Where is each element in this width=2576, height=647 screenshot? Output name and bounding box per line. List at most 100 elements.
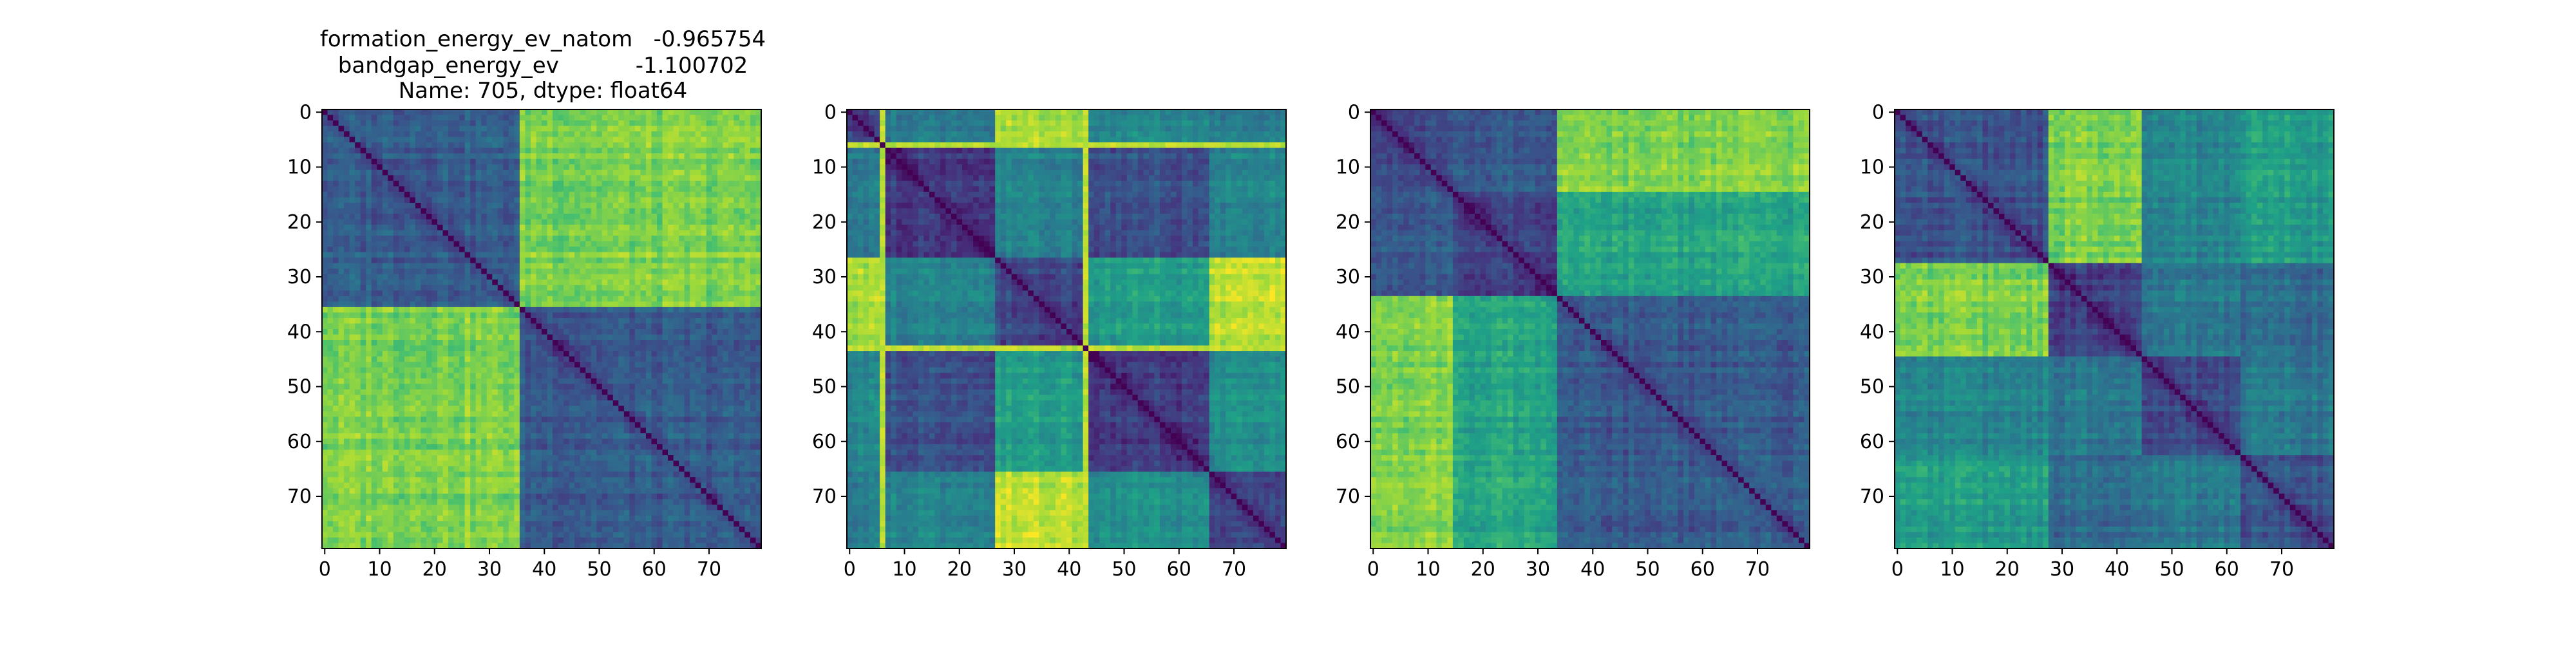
heatmap-cell xyxy=(651,317,658,324)
heatmap-cell xyxy=(580,395,586,401)
heatmap-cell xyxy=(459,230,466,236)
heatmap-cell xyxy=(464,186,471,192)
heatmap-cell xyxy=(475,367,482,373)
heatmap-cell xyxy=(580,126,586,132)
heatmap-cell xyxy=(382,395,388,401)
heatmap-cell xyxy=(431,345,438,352)
heatmap-cell xyxy=(547,406,553,412)
heatmap-cell xyxy=(739,230,746,236)
heatmap-cell xyxy=(712,433,718,440)
heatmap-cell xyxy=(739,191,746,198)
heatmap-cell xyxy=(453,169,460,176)
heatmap-cell xyxy=(640,236,647,242)
heatmap-cell xyxy=(690,126,696,132)
heatmap-cell xyxy=(607,142,614,149)
heatmap-cell xyxy=(679,225,685,231)
heatmap-cell xyxy=(734,115,740,121)
heatmap-cell xyxy=(723,373,729,379)
heatmap-cell xyxy=(388,219,394,225)
heatmap-cell xyxy=(426,219,433,225)
heatmap-cell xyxy=(486,169,493,176)
heatmap-cell xyxy=(393,384,399,390)
heatmap-cell xyxy=(750,274,757,280)
heatmap-cell xyxy=(690,362,696,368)
heatmap-cell xyxy=(607,384,614,390)
heatmap-cell xyxy=(612,186,619,192)
heatmap-cell xyxy=(415,180,422,187)
heatmap-cell xyxy=(415,340,422,346)
heatmap-cell xyxy=(684,164,690,171)
heatmap-cell xyxy=(333,378,339,384)
heatmap-cell xyxy=(377,197,383,203)
heatmap-cell xyxy=(728,356,734,362)
heatmap-cell xyxy=(421,400,427,406)
heatmap-cell xyxy=(684,395,690,401)
heatmap-cell xyxy=(569,340,575,346)
heatmap-cell xyxy=(410,444,416,451)
heatmap-cell xyxy=(393,279,399,286)
heatmap-cell xyxy=(640,323,647,330)
heatmap-cell xyxy=(333,175,339,182)
heatmap-cell xyxy=(393,389,399,395)
heatmap-cell xyxy=(464,406,471,412)
heatmap-cell xyxy=(536,169,542,176)
heatmap-cell xyxy=(464,351,471,357)
heatmap-cell xyxy=(564,120,570,127)
heatmap-cell xyxy=(755,197,762,203)
heatmap-cell xyxy=(596,312,603,319)
heatmap-cell xyxy=(640,241,647,247)
heatmap-cell xyxy=(739,268,746,275)
heatmap-cell xyxy=(739,213,746,220)
heatmap-cell xyxy=(344,384,350,390)
heatmap-cell xyxy=(591,147,597,154)
heatmap-cell xyxy=(640,164,647,171)
heatmap-cell xyxy=(344,126,350,132)
heatmap-cell xyxy=(679,241,685,247)
heatmap-cell xyxy=(634,180,641,187)
heatmap-cell xyxy=(530,131,537,138)
heatmap-cell xyxy=(503,395,509,401)
heatmap-cell xyxy=(355,186,361,192)
heatmap-cell xyxy=(486,295,493,302)
heatmap-cell xyxy=(634,340,641,346)
heatmap-cell xyxy=(486,186,493,192)
heatmap-cell xyxy=(371,422,377,429)
heatmap-cell xyxy=(382,422,388,429)
heatmap-cell xyxy=(668,295,674,302)
heatmap-cell xyxy=(542,351,548,357)
heatmap-cell xyxy=(547,351,553,357)
heatmap-cell xyxy=(542,109,548,116)
heatmap-cell xyxy=(530,241,537,247)
heatmap-cell xyxy=(629,334,636,341)
heatmap-cell xyxy=(623,290,630,297)
heatmap-cell xyxy=(640,362,647,368)
heatmap-cell xyxy=(701,329,707,335)
heatmap-cell xyxy=(470,126,477,132)
heatmap-cell xyxy=(410,252,416,258)
heatmap-cell xyxy=(580,225,586,231)
heatmap-cell xyxy=(486,268,493,275)
heatmap-cell xyxy=(580,268,586,275)
heatmap-cell xyxy=(530,329,537,335)
heatmap-cell xyxy=(536,252,542,258)
heatmap-cell xyxy=(640,345,647,352)
heatmap-cell xyxy=(371,131,377,138)
heatmap-cell xyxy=(377,191,383,198)
heatmap-cell xyxy=(404,406,411,412)
heatmap-cell xyxy=(481,241,488,247)
heatmap-cell xyxy=(679,279,685,286)
heatmap-cell xyxy=(437,438,444,445)
heatmap-cell xyxy=(580,274,586,280)
heatmap-cell xyxy=(755,120,762,127)
heatmap-cell xyxy=(668,230,674,236)
heatmap-cell xyxy=(366,306,372,314)
heatmap-cell xyxy=(734,295,740,302)
heatmap-cell xyxy=(542,186,548,192)
heatmap-cell xyxy=(349,142,355,149)
heatmap-cell xyxy=(569,295,575,302)
heatmap-cell xyxy=(492,197,498,203)
heatmap-cell xyxy=(322,411,328,418)
heatmap-cell xyxy=(651,225,658,231)
heatmap-cell xyxy=(322,263,328,269)
heatmap-cell xyxy=(377,290,383,297)
